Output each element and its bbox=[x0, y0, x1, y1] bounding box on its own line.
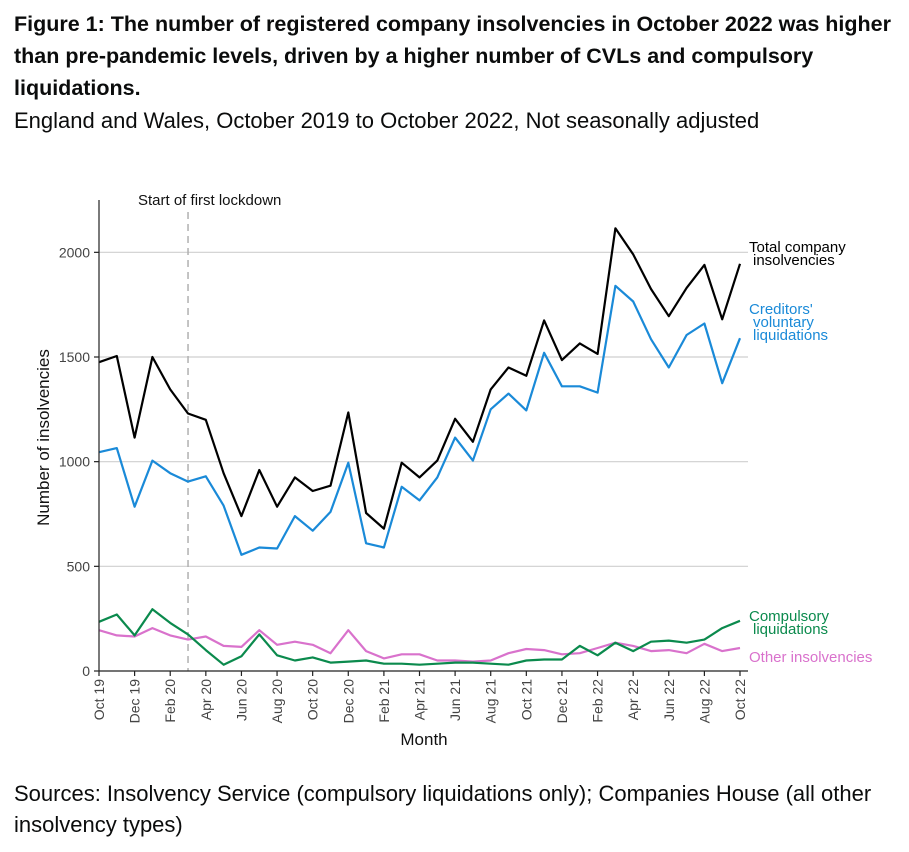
lockdown-label: Start of first lockdown bbox=[138, 192, 281, 209]
series-lines bbox=[98, 227, 742, 666]
x-tick-label: Dec 20 bbox=[340, 679, 356, 724]
series-label: Other insolvencies bbox=[749, 649, 872, 666]
y-axis-ticks: 0 500 1000 1500 2000 bbox=[59, 244, 99, 679]
x-tick-label: Dec 19 bbox=[127, 679, 143, 724]
x-tick-label: Jun 22 bbox=[661, 679, 677, 721]
x-tick-label: Aug 22 bbox=[696, 679, 712, 724]
x-tick-label: Feb 20 bbox=[162, 679, 178, 723]
y-axis-title: Number of insolvencies bbox=[34, 349, 53, 526]
x-tick-label: Jun 20 bbox=[233, 679, 249, 721]
x-tick-label: Feb 21 bbox=[376, 679, 392, 723]
x-tick-label: Oct 21 bbox=[518, 679, 534, 720]
series-label: insolvencies bbox=[753, 252, 835, 269]
y-tick-label: 1000 bbox=[59, 454, 90, 470]
y-tick-label: 500 bbox=[67, 558, 91, 574]
x-tick-label: Apr 22 bbox=[625, 679, 641, 720]
series-line-other-insolvencies bbox=[98, 626, 741, 663]
y-tick-label: 1500 bbox=[59, 349, 90, 365]
chart-title: Figure 1: The number of registered compa… bbox=[14, 12, 891, 100]
source-note: Sources: Insolvency Service (compulsory … bbox=[14, 781, 872, 837]
x-tick-label: Apr 20 bbox=[198, 679, 214, 720]
x-tick-label: Jun 21 bbox=[447, 679, 463, 721]
gridlines bbox=[99, 251, 748, 567]
series-line-compulsory-liquidations bbox=[98, 608, 741, 666]
line-chart: Start of first lockdown 0 500 1000 1500 2000… bbox=[34, 192, 872, 749]
x-tick-label: Dec 21 bbox=[554, 679, 570, 724]
x-tick-label: Oct 19 bbox=[91, 679, 107, 720]
x-axis-title: Month bbox=[400, 730, 447, 749]
series-label: Total company bbox=[749, 239, 846, 256]
series-label: liquidations bbox=[753, 327, 828, 344]
axes bbox=[98, 200, 748, 672]
x-tick-label: Feb 22 bbox=[590, 679, 606, 723]
series-label: voluntary bbox=[753, 314, 814, 331]
chart-subtitle: England and Wales, October 2019 to Octob… bbox=[14, 108, 760, 133]
lockdown-annotation: Start of first lockdown bbox=[138, 192, 281, 671]
x-tick-label: Apr 21 bbox=[412, 679, 428, 720]
series-label: Creditors' bbox=[749, 301, 813, 318]
series-label: Compulsory bbox=[749, 608, 830, 625]
x-tick-label: Oct 20 bbox=[305, 679, 321, 720]
y-tick-label: 0 bbox=[82, 663, 90, 679]
series-line-total-company-insolvencies bbox=[98, 227, 742, 530]
y-tick-label: 2000 bbox=[59, 244, 90, 260]
x-tick-label: Oct 22 bbox=[732, 679, 748, 720]
x-axis-ticks: Oct 19 Dec 19 Feb 20 Apr 20 Jun 20 Aug 20 Oct … bbox=[91, 671, 748, 723]
x-tick-label: Aug 21 bbox=[483, 679, 499, 724]
series-line-creditors-voluntary-liquidations bbox=[98, 284, 742, 556]
x-tick-label: Aug 20 bbox=[269, 679, 285, 724]
series-label: liquidations bbox=[753, 621, 828, 638]
